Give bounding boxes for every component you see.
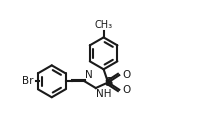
- Text: CH₃: CH₃: [95, 20, 113, 30]
- Text: NH: NH: [96, 89, 112, 99]
- Text: S: S: [104, 76, 112, 89]
- Text: N: N: [85, 70, 93, 80]
- Text: O: O: [122, 70, 130, 80]
- Text: Br: Br: [22, 76, 34, 86]
- Text: O: O: [122, 85, 130, 95]
